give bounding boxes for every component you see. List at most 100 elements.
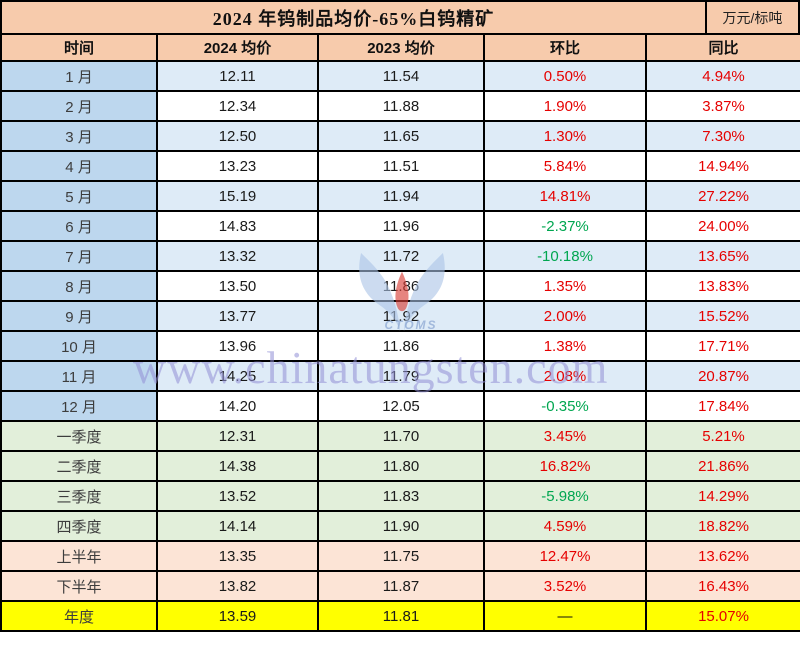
cell-2023-price: 11.51 — [317, 150, 485, 182]
cell-mom: 1.38% — [483, 330, 647, 362]
cell-time: 年度 — [0, 600, 158, 632]
cell-time: 9 月 — [0, 300, 158, 332]
cell-yoy: 14.29% — [645, 480, 800, 512]
table-row: 3 月 12.50 11.65 1.30% 7.30% — [0, 120, 800, 152]
cell-time: 三季度 — [0, 480, 158, 512]
cell-yoy: 17.84% — [645, 390, 800, 422]
table-row: 下半年 13.82 11.87 3.52% 16.43% — [0, 570, 800, 602]
table-row: 1 月 12.11 11.54 0.50% 4.94% — [0, 60, 800, 92]
cell-2023-price: 11.65 — [317, 120, 485, 152]
cell-time: 6 月 — [0, 210, 158, 242]
cell-mom: 3.52% — [483, 570, 647, 602]
cell-time: 10 月 — [0, 330, 158, 362]
cell-yoy: 7.30% — [645, 120, 800, 152]
cell-2023-price: 11.70 — [317, 420, 485, 452]
cell-mom: -0.35% — [483, 390, 647, 422]
cell-2023-price: 11.54 — [317, 60, 485, 92]
table-row: 6 月 14.83 11.96 -2.37% 24.00% — [0, 210, 800, 242]
cell-mom: 16.82% — [483, 450, 647, 482]
cell-2023-price: 11.83 — [317, 480, 485, 512]
cell-mom: 2.08% — [483, 360, 647, 392]
cell-mom: 4.59% — [483, 510, 647, 542]
cell-time: 7 月 — [0, 240, 158, 272]
cell-2023-price: 11.80 — [317, 450, 485, 482]
cell-2024-price: 13.52 — [156, 480, 319, 512]
cell-2023-price: 11.79 — [317, 360, 485, 392]
cell-time: 4 月 — [0, 150, 158, 182]
cell-2024-price: 12.50 — [156, 120, 319, 152]
cell-time: 四季度 — [0, 510, 158, 542]
cell-yoy: 4.94% — [645, 60, 800, 92]
price-table: 时间 2024 均价 2023 均价 环比 同比 1 月 12.11 11.54 0.50% 4… — [0, 33, 800, 632]
column-header-0: 时间 — [0, 33, 158, 62]
cell-2023-price: 11.96 — [317, 210, 485, 242]
cell-yoy: 15.07% — [645, 600, 800, 632]
header-row: 时间 2024 均价 2023 均价 环比 同比 — [0, 33, 800, 62]
unit-label: 万元/标吨 — [705, 2, 798, 33]
cell-mom: 1.30% — [483, 120, 647, 152]
cell-time: 上半年 — [0, 540, 158, 572]
cell-2024-price: 13.23 — [156, 150, 319, 182]
cell-yoy: 5.21% — [645, 420, 800, 452]
page-title: 2024 年钨制品均价-65%白钨精矿 — [212, 8, 495, 29]
table-row: 8 月 13.50 11.86 1.35% 13.83% — [0, 270, 800, 302]
cell-yoy: 13.65% — [645, 240, 800, 272]
table-row: 上半年 13.35 11.75 12.47% 13.62% — [0, 540, 800, 572]
cell-2024-price: 14.83 — [156, 210, 319, 242]
cell-time: 12 月 — [0, 390, 158, 422]
table-row: 二季度 14.38 11.80 16.82% 21.86% — [0, 450, 800, 482]
table-row: 4 月 13.23 11.51 5.84% 14.94% — [0, 150, 800, 182]
cell-mom: — — [483, 600, 647, 632]
cell-2024-price: 12.31 — [156, 420, 319, 452]
cell-2024-price: 15.19 — [156, 180, 319, 212]
cell-mom: 3.45% — [483, 420, 647, 452]
table-row: 一季度 12.31 11.70 3.45% 5.21% — [0, 420, 800, 452]
cell-2023-price: 11.86 — [317, 270, 485, 302]
cell-2024-price: 14.20 — [156, 390, 319, 422]
cell-2023-price: 11.75 — [317, 540, 485, 572]
table-row: 11 月 14.25 11.79 2.08% 20.87% — [0, 360, 800, 392]
cell-2024-price: 12.11 — [156, 60, 319, 92]
cell-2024-price: 13.96 — [156, 330, 319, 362]
cell-2023-price: 11.86 — [317, 330, 485, 362]
cell-time: 一季度 — [0, 420, 158, 452]
cell-2024-price: 14.25 — [156, 360, 319, 392]
cell-yoy: 13.62% — [645, 540, 800, 572]
table-row: 10 月 13.96 11.86 1.38% 17.71% — [0, 330, 800, 362]
cell-yoy: 13.83% — [645, 270, 800, 302]
cell-time: 5 月 — [0, 180, 158, 212]
cell-2024-price: 13.50 — [156, 270, 319, 302]
cell-yoy: 14.94% — [645, 150, 800, 182]
cell-yoy: 15.52% — [645, 300, 800, 332]
table-row: 年度 13.59 11.81—15.07% — [0, 600, 800, 632]
table-row: 2 月 12.34 11.88 1.90% 3.87% — [0, 90, 800, 122]
cell-yoy: 18.82% — [645, 510, 800, 542]
cell-2024-price: 14.14 — [156, 510, 319, 542]
table-title-row: 2024 年钨制品均价-65%白钨精矿 万元/标吨 — [0, 0, 800, 33]
cell-yoy: 17.71% — [645, 330, 800, 362]
cell-2024-price: 13.35 — [156, 540, 319, 572]
cell-2024-price: 13.59 — [156, 600, 319, 632]
cell-2023-price: 11.94 — [317, 180, 485, 212]
cell-2023-price: 11.90 — [317, 510, 485, 542]
cell-2023-price: 11.81 — [317, 600, 485, 632]
cell-mom: 2.00% — [483, 300, 647, 332]
cell-2024-price: 12.34 — [156, 90, 319, 122]
table-row: 三季度 13.52 11.83 -5.98% 14.29% — [0, 480, 800, 512]
cell-yoy: 16.43% — [645, 570, 800, 602]
cell-yoy: 20.87% — [645, 360, 800, 392]
cell-yoy: 27.22% — [645, 180, 800, 212]
table-row: 5 月 15.19 11.94 14.81% 27.22% — [0, 180, 800, 212]
cell-mom: 12.47% — [483, 540, 647, 572]
cell-time: 3 月 — [0, 120, 158, 152]
cell-mom: 14.81% — [483, 180, 647, 212]
cell-2024-price: 14.38 — [156, 450, 319, 482]
cell-mom: 1.35% — [483, 270, 647, 302]
cell-time: 8 月 — [0, 270, 158, 302]
cell-yoy: 21.86% — [645, 450, 800, 482]
cell-mom: -10.18% — [483, 240, 647, 272]
column-header-2: 2023 均价 — [317, 33, 485, 62]
table-row: 四季度 14.14 11.90 4.59% 18.82% — [0, 510, 800, 542]
cell-time: 11 月 — [0, 360, 158, 392]
cell-yoy: 3.87% — [645, 90, 800, 122]
